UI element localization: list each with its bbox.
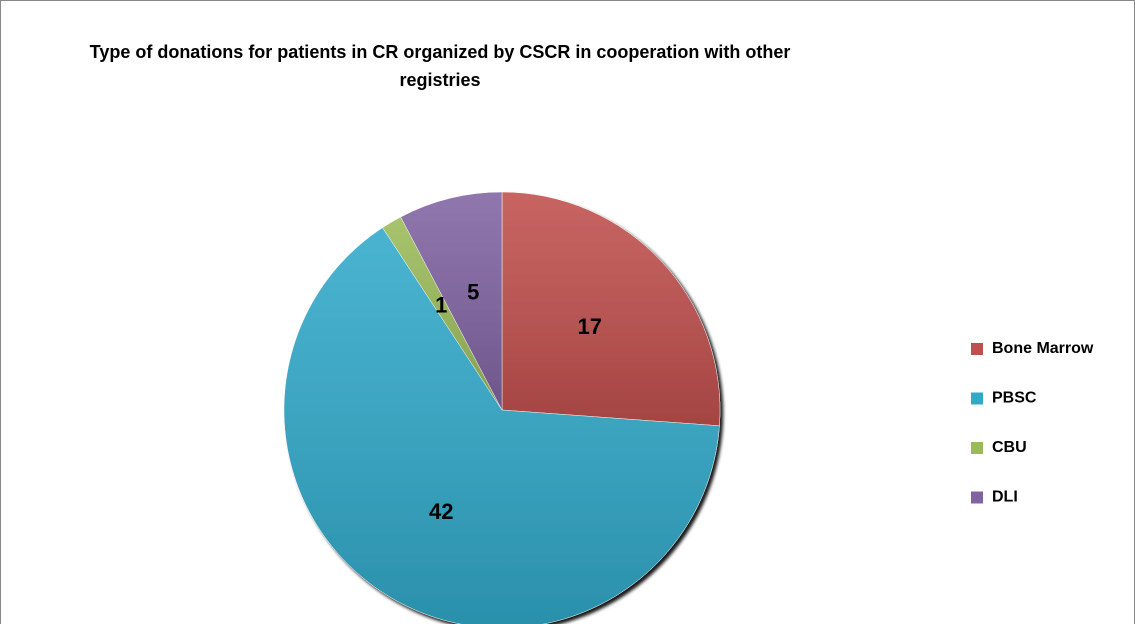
legend-label: DLI — [992, 489, 1018, 506]
legend-label: CBU — [992, 439, 1027, 456]
pie — [283, 191, 721, 624]
data-label: 17 — [578, 314, 602, 339]
data-label: 5 — [467, 279, 479, 304]
labels: 17 42 15 — [429, 279, 602, 524]
legend-swatch — [971, 442, 983, 454]
legend-swatch — [971, 491, 983, 504]
legend-swatch — [971, 343, 983, 355]
pie-slice — [501, 191, 721, 427]
legend-swatch — [971, 392, 983, 405]
data-label: 42 — [429, 499, 453, 524]
legend-label: Bone Marrow — [992, 340, 1094, 357]
data-label: 1 — [435, 292, 447, 317]
chart-title: Type of donations for patients in CR org… — [89, 42, 791, 90]
legend-label: PBSC — [992, 390, 1037, 407]
